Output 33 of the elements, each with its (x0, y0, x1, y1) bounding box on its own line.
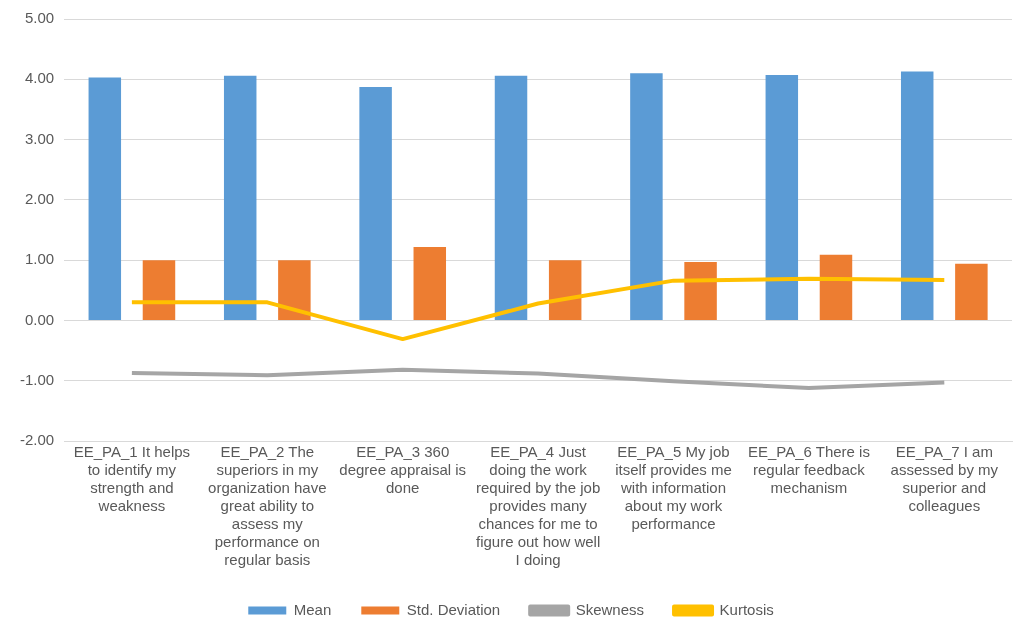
bar (900, 71, 934, 320)
x-tick-label: EE_PA_4 Just doing the work required by the job provides many chances for me to figure out how well I doing (475, 443, 601, 569)
x-tick-label: EE_PA_6 There is regular feedback mechanism (747, 443, 870, 497)
x-tick-label: EE_PA_5 My job itself provides me with information about my work performance (615, 443, 732, 533)
legend-label: Skewness (575, 600, 645, 618)
bar (819, 254, 853, 320)
y-tick-label: 0.00 (24, 310, 55, 328)
bar (142, 260, 176, 320)
y-tick-label: 3.00 (24, 129, 55, 147)
bar (359, 87, 392, 320)
bar (413, 246, 447, 320)
x-tick-label: EE_PA_1 It helps to identify my strength and weakness (73, 443, 191, 515)
x-tick-label: EE_PA_7 I am assessed by my superior and colleagues (890, 443, 999, 515)
legend-label: Std. Deviation (406, 600, 501, 618)
legend-label: Mean (293, 600, 332, 618)
y-tick-label: 2.00 (24, 190, 55, 207)
bar (494, 75, 528, 320)
y-tick-label: 1.00 (24, 250, 55, 268)
y-tick-label: -2.00 (19, 431, 55, 449)
bar (88, 77, 122, 320)
bar (630, 73, 663, 320)
bar (278, 260, 311, 320)
y-tick-label: 5.00 (24, 9, 55, 27)
bar (548, 260, 582, 320)
y-tick-label: 4.00 (24, 69, 55, 87)
x-tick-label: EE_PA_2 The superiors in my organization have great ability to assess my performance on regular basis (208, 443, 327, 569)
y-tick-label: -1.00 (19, 370, 55, 388)
bar (684, 261, 717, 320)
bar (955, 263, 988, 320)
bar (223, 75, 257, 320)
bar (765, 75, 799, 320)
legend-label: Kurtosis (719, 600, 774, 618)
x-tick-label: EE_PA_3 360 degree appraisal is done (339, 443, 467, 497)
